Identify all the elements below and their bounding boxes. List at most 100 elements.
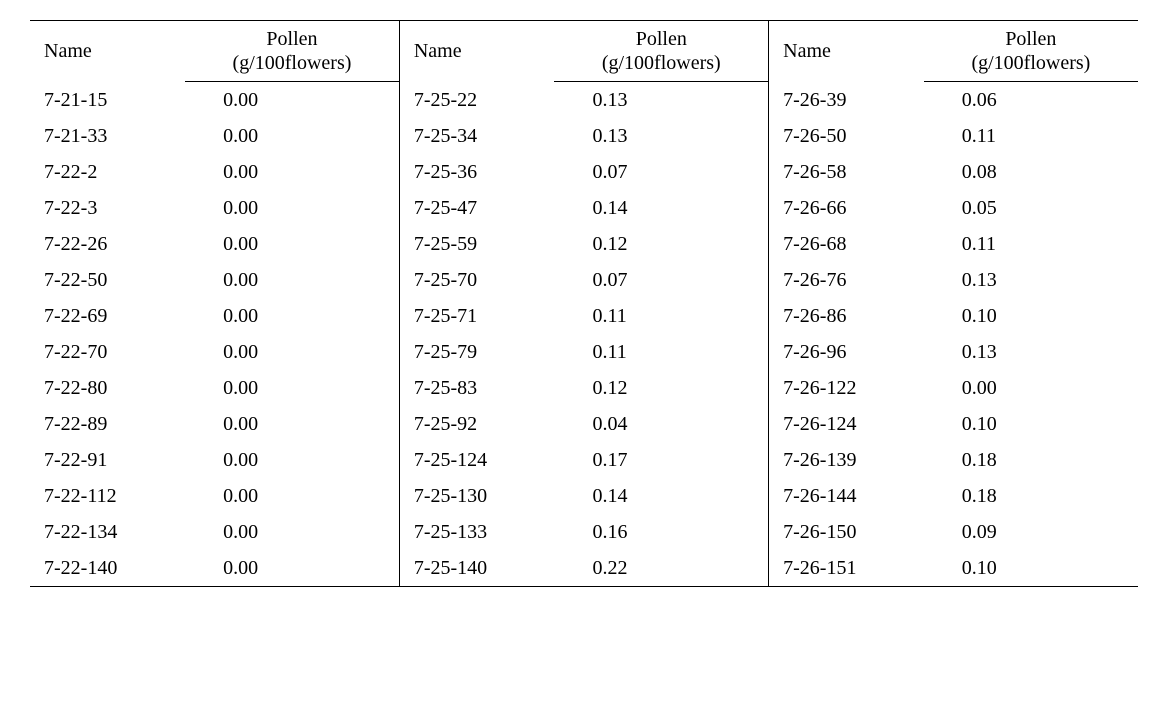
pollen-cell: 0.11 bbox=[554, 334, 768, 370]
name-cell: 7-21-33 bbox=[30, 118, 185, 154]
col-header-pollen-bot-3: (g/100flowers) bbox=[924, 51, 1138, 82]
name-cell: 7-22-3 bbox=[30, 190, 185, 226]
col-header-name-2: Name bbox=[399, 21, 554, 82]
name-cell: 7-22-91 bbox=[30, 442, 185, 478]
table-row: 7-22-1340.007-25-1330.167-26-1500.09 bbox=[30, 514, 1138, 550]
table-row: 7-22-1400.007-25-1400.227-26-1510.10 bbox=[30, 550, 1138, 587]
name-cell: 7-22-2 bbox=[30, 154, 185, 190]
name-cell: 7-22-26 bbox=[30, 226, 185, 262]
pollen-cell: 0.00 bbox=[185, 370, 399, 406]
col-header-pollen-top-2: Pollen bbox=[554, 21, 768, 52]
name-cell: 7-26-96 bbox=[769, 334, 924, 370]
pollen-cell: 0.10 bbox=[924, 550, 1138, 587]
name-cell: 7-25-22 bbox=[399, 82, 554, 119]
pollen-cell: 0.11 bbox=[924, 226, 1138, 262]
name-cell: 7-26-68 bbox=[769, 226, 924, 262]
pollen-cell: 0.05 bbox=[924, 190, 1138, 226]
pollen-cell: 0.00 bbox=[185, 226, 399, 262]
name-cell: 7-25-133 bbox=[399, 514, 554, 550]
pollen-cell: 0.07 bbox=[554, 154, 768, 190]
name-cell: 7-26-151 bbox=[769, 550, 924, 587]
name-cell: 7-22-89 bbox=[30, 406, 185, 442]
table-row: 7-22-690.007-25-710.117-26-860.10 bbox=[30, 298, 1138, 334]
table-row: 7-22-700.007-25-790.117-26-960.13 bbox=[30, 334, 1138, 370]
pollen-cell: 0.00 bbox=[185, 550, 399, 587]
pollen-cell: 0.00 bbox=[185, 334, 399, 370]
pollen-cell: 0.04 bbox=[554, 406, 768, 442]
name-cell: 7-22-112 bbox=[30, 478, 185, 514]
name-cell: 7-22-140 bbox=[30, 550, 185, 587]
col-header-pollen-top-1: Pollen bbox=[185, 21, 399, 52]
name-cell: 7-22-80 bbox=[30, 370, 185, 406]
table-row: 7-22-500.007-25-700.077-26-760.13 bbox=[30, 262, 1138, 298]
pollen-cell: 0.00 bbox=[924, 370, 1138, 406]
name-cell: 7-26-50 bbox=[769, 118, 924, 154]
name-cell: 7-22-134 bbox=[30, 514, 185, 550]
pollen-cell: 0.00 bbox=[185, 154, 399, 190]
pollen-cell: 0.00 bbox=[185, 478, 399, 514]
name-cell: 7-26-139 bbox=[769, 442, 924, 478]
name-cell: 7-26-58 bbox=[769, 154, 924, 190]
name-cell: 7-25-70 bbox=[399, 262, 554, 298]
pollen-cell: 0.12 bbox=[554, 370, 768, 406]
name-cell: 7-25-124 bbox=[399, 442, 554, 478]
name-cell: 7-26-66 bbox=[769, 190, 924, 226]
pollen-cell: 0.00 bbox=[185, 514, 399, 550]
pollen-cell: 0.13 bbox=[554, 82, 768, 119]
pollen-cell: 0.14 bbox=[554, 478, 768, 514]
name-cell: 7-22-70 bbox=[30, 334, 185, 370]
table-row: 7-22-20.007-25-360.077-26-580.08 bbox=[30, 154, 1138, 190]
name-cell: 7-26-76 bbox=[769, 262, 924, 298]
pollen-cell: 0.17 bbox=[554, 442, 768, 478]
name-cell: 7-22-69 bbox=[30, 298, 185, 334]
name-cell: 7-25-34 bbox=[399, 118, 554, 154]
table-header: Name Pollen Name Pollen Name Pollen (g/1… bbox=[30, 21, 1138, 82]
pollen-cell: 0.13 bbox=[924, 262, 1138, 298]
col-header-name-1: Name bbox=[30, 21, 185, 82]
pollen-cell: 0.14 bbox=[554, 190, 768, 226]
name-cell: 7-25-92 bbox=[399, 406, 554, 442]
name-cell: 7-22-50 bbox=[30, 262, 185, 298]
name-cell: 7-25-71 bbox=[399, 298, 554, 334]
pollen-cell: 0.13 bbox=[924, 334, 1138, 370]
name-cell: 7-26-124 bbox=[769, 406, 924, 442]
table-row: 7-22-910.007-25-1240.177-26-1390.18 bbox=[30, 442, 1138, 478]
name-cell: 7-26-122 bbox=[769, 370, 924, 406]
name-cell: 7-25-59 bbox=[399, 226, 554, 262]
pollen-cell: 0.00 bbox=[185, 190, 399, 226]
pollen-cell: 0.11 bbox=[554, 298, 768, 334]
name-cell: 7-26-150 bbox=[769, 514, 924, 550]
name-cell: 7-25-83 bbox=[399, 370, 554, 406]
name-cell: 7-26-144 bbox=[769, 478, 924, 514]
pollen-cell: 0.22 bbox=[554, 550, 768, 587]
pollen-cell: 0.06 bbox=[924, 82, 1138, 119]
pollen-cell: 0.12 bbox=[554, 226, 768, 262]
pollen-cell: 0.16 bbox=[554, 514, 768, 550]
pollen-cell: 0.00 bbox=[185, 442, 399, 478]
pollen-cell: 0.18 bbox=[924, 442, 1138, 478]
name-cell: 7-25-47 bbox=[399, 190, 554, 226]
pollen-cell: 0.09 bbox=[924, 514, 1138, 550]
name-cell: 7-25-140 bbox=[399, 550, 554, 587]
name-cell: 7-25-130 bbox=[399, 478, 554, 514]
name-cell: 7-26-86 bbox=[769, 298, 924, 334]
pollen-cell: 0.00 bbox=[185, 118, 399, 154]
pollen-cell: 0.11 bbox=[924, 118, 1138, 154]
table-row: 7-22-1120.007-25-1300.147-26-1440.18 bbox=[30, 478, 1138, 514]
pollen-cell: 0.07 bbox=[554, 262, 768, 298]
table-row: 7-22-890.007-25-920.047-26-1240.10 bbox=[30, 406, 1138, 442]
pollen-cell: 0.10 bbox=[924, 406, 1138, 442]
pollen-cell: 0.00 bbox=[185, 298, 399, 334]
name-cell: 7-25-36 bbox=[399, 154, 554, 190]
col-header-pollen-bot-1: (g/100flowers) bbox=[185, 51, 399, 82]
name-cell: 7-25-79 bbox=[399, 334, 554, 370]
table-row: 7-22-800.007-25-830.127-26-1220.00 bbox=[30, 370, 1138, 406]
col-header-pollen-bot-2: (g/100flowers) bbox=[554, 51, 768, 82]
pollen-cell: 0.00 bbox=[185, 262, 399, 298]
table-row: 7-21-330.007-25-340.137-26-500.11 bbox=[30, 118, 1138, 154]
name-cell: 7-26-39 bbox=[769, 82, 924, 119]
pollen-cell: 0.13 bbox=[554, 118, 768, 154]
table-row: 7-22-30.007-25-470.147-26-660.05 bbox=[30, 190, 1138, 226]
pollen-cell: 0.08 bbox=[924, 154, 1138, 190]
pollen-cell: 0.18 bbox=[924, 478, 1138, 514]
